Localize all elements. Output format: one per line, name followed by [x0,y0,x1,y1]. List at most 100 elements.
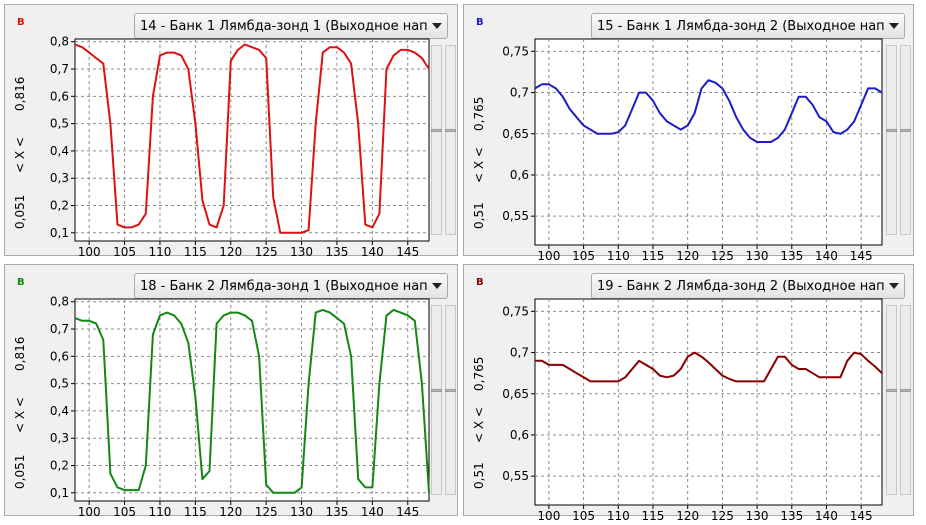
zoom-slider-thumb[interactable] [886,389,897,392]
y-tick-label: 0,4 [50,144,69,158]
chart-panel-4: В 19 - Банк 2 Лямбда-зонд 2 (Выходное на… [463,264,914,523]
unit-label: В [476,277,484,288]
chevron-down-icon[interactable] [884,14,904,38]
x-tick-label: 115 [642,249,665,263]
x-tick-label: 105 [572,249,595,263]
y-tick-label: 0,7 [50,322,69,336]
y-tick-label: 0,7 [510,86,529,100]
zoom-slider-thumb[interactable] [431,129,442,132]
x-tick-label: 120 [676,249,699,263]
range-label: 0,051 < X < 0,816 [13,43,27,229]
y-tick-label: 0,55 [502,469,529,483]
plot-area [534,38,883,246]
line-chart: 100 105 110 115 120 125 130 135 140 145 0,55 0,6 0,6… [502,298,883,523]
range-separator: < X < [13,137,27,173]
x-tick-label: 145 [396,245,419,259]
x-tick-label: 125 [711,509,734,523]
sensor-select[interactable]: 18 - Банк 2 Лямбда-зонд 1 (Выходное напр… [134,273,448,299]
chevron-down-icon[interactable] [427,14,447,38]
chart-panel-1: В 14 - Банк 1 Лямбда-зонд 1 (Выходное на… [4,4,458,259]
range-max: 0,816 [13,76,27,111]
pan-slider-thumb[interactable] [445,129,456,132]
line-chart: 100 105 110 115 120 125 130 135 140 145 0,1 0,2 0,3 0… [50,35,430,259]
x-tick-label: 140 [815,249,838,263]
y-tick-label: 0,5 [50,117,69,131]
x-tick-label: 110 [149,505,172,519]
y-tick-label: 0,1 [50,226,69,240]
y-tick-label: 0,55 [502,209,529,223]
y-tick-label: 0,2 [50,199,69,213]
unit-label: В [476,17,484,28]
chevron-down-icon[interactable] [884,274,904,298]
unit-label: В [17,17,25,28]
y-tick-label: 0,2 [50,459,69,473]
x-tick-label: 135 [780,509,803,523]
pan-slider-thumb[interactable] [445,389,456,392]
x-tick-label: 145 [396,505,419,519]
range-label: 0,051 < X < 0,816 [13,303,27,489]
x-tick-label: 110 [607,509,630,523]
pan-slider-thumb[interactable] [900,389,911,392]
pan-slider-thumb[interactable] [900,129,911,132]
chart-panel-3: В 18 - Банк 2 Лямбда-зонд 1 (Выходное на… [4,264,458,519]
x-tick-label: 130 [746,509,769,523]
range-min: 0,051 [13,194,27,229]
zoom-slider-thumb[interactable] [431,389,442,392]
x-tick-label: 140 [361,505,384,519]
range-min: 0,51 [472,462,486,489]
zoom-slider-thumb[interactable] [886,129,897,132]
zoom-slider-track[interactable] [431,45,442,235]
data-line [74,43,430,234]
plot-area [74,38,430,242]
range-separator: < X < [472,147,486,183]
y-tick-label: 0,6 [510,168,529,182]
x-tick-label: 135 [326,245,349,259]
y-tick-label: 0,4 [50,404,69,418]
x-tick-label: 105 [113,245,136,259]
plot-area [534,298,883,506]
pan-slider-track[interactable] [445,45,456,235]
x-tick-label: 125 [711,249,734,263]
pan-slider-track[interactable] [900,45,911,235]
x-tick-label: 140 [361,245,384,259]
zoom-slider-track[interactable] [431,305,442,495]
pan-slider-track[interactable] [900,305,911,495]
x-tick-label: 115 [642,509,665,523]
range-max: 0,765 [472,96,486,131]
x-tick-label: 105 [113,505,136,519]
sensor-select[interactable]: 19 - Банк 2 Лямбда-зонд 2 (Выходное напр… [591,273,905,299]
sensor-select-value: 19 - Банк 2 Лямбда-зонд 2 (Выходное напр… [597,279,901,294]
range-separator: < X < [13,397,27,433]
x-tick-label: 115 [184,245,207,259]
sensor-select-value: 14 - Банк 1 Лямбда-зонд 1 (Выходное напр… [140,19,444,34]
range-max: 0,816 [13,336,27,371]
data-line [535,351,883,383]
pan-slider-track[interactable] [445,305,456,495]
x-tick-label: 145 [850,249,873,263]
sensor-select[interactable]: 15 - Банк 1 Лямбда-зонд 2 (Выходное напр… [591,13,905,39]
line-chart: 100 105 110 115 120 125 130 135 140 145 0,55 0,6 0,6… [502,38,883,263]
y-tick-label: 0,6 [50,349,69,363]
range-label: 0,51 < X < 0,765 [472,43,486,229]
x-tick-label: 100 [78,505,101,519]
sensor-select-value: 18 - Банк 2 Лямбда-зонд 1 (Выходное напр… [140,279,444,294]
x-tick-label: 125 [255,245,278,259]
y-tick-label: 0,3 [50,431,69,445]
x-tick-label: 120 [219,245,242,259]
y-tick-label: 0,7 [50,62,69,76]
sensor-select-value: 15 - Банк 1 Лямбда-зонд 2 (Выходное напр… [597,19,901,34]
zoom-slider-track[interactable] [886,45,897,235]
y-tick-label: 0,65 [502,387,529,401]
y-tick-label: 0,75 [502,44,529,58]
y-tick-label: 0,6 [50,89,69,103]
chevron-down-icon[interactable] [427,274,447,298]
y-tick-label: 0,1 [50,486,69,500]
x-tick-label: 140 [815,509,838,523]
y-tick-label: 0,6 [510,428,529,442]
x-tick-label: 135 [780,249,803,263]
sensor-select[interactable]: 14 - Банк 1 Лямбда-зонд 1 (Выходное напр… [134,13,448,39]
chart-panel-2: В 15 - Банк 1 Лямбда-зонд 2 (Выходное на… [463,4,914,263]
x-tick-label: 100 [537,509,560,523]
zoom-slider-track[interactable] [886,305,897,495]
x-tick-label: 110 [149,245,172,259]
